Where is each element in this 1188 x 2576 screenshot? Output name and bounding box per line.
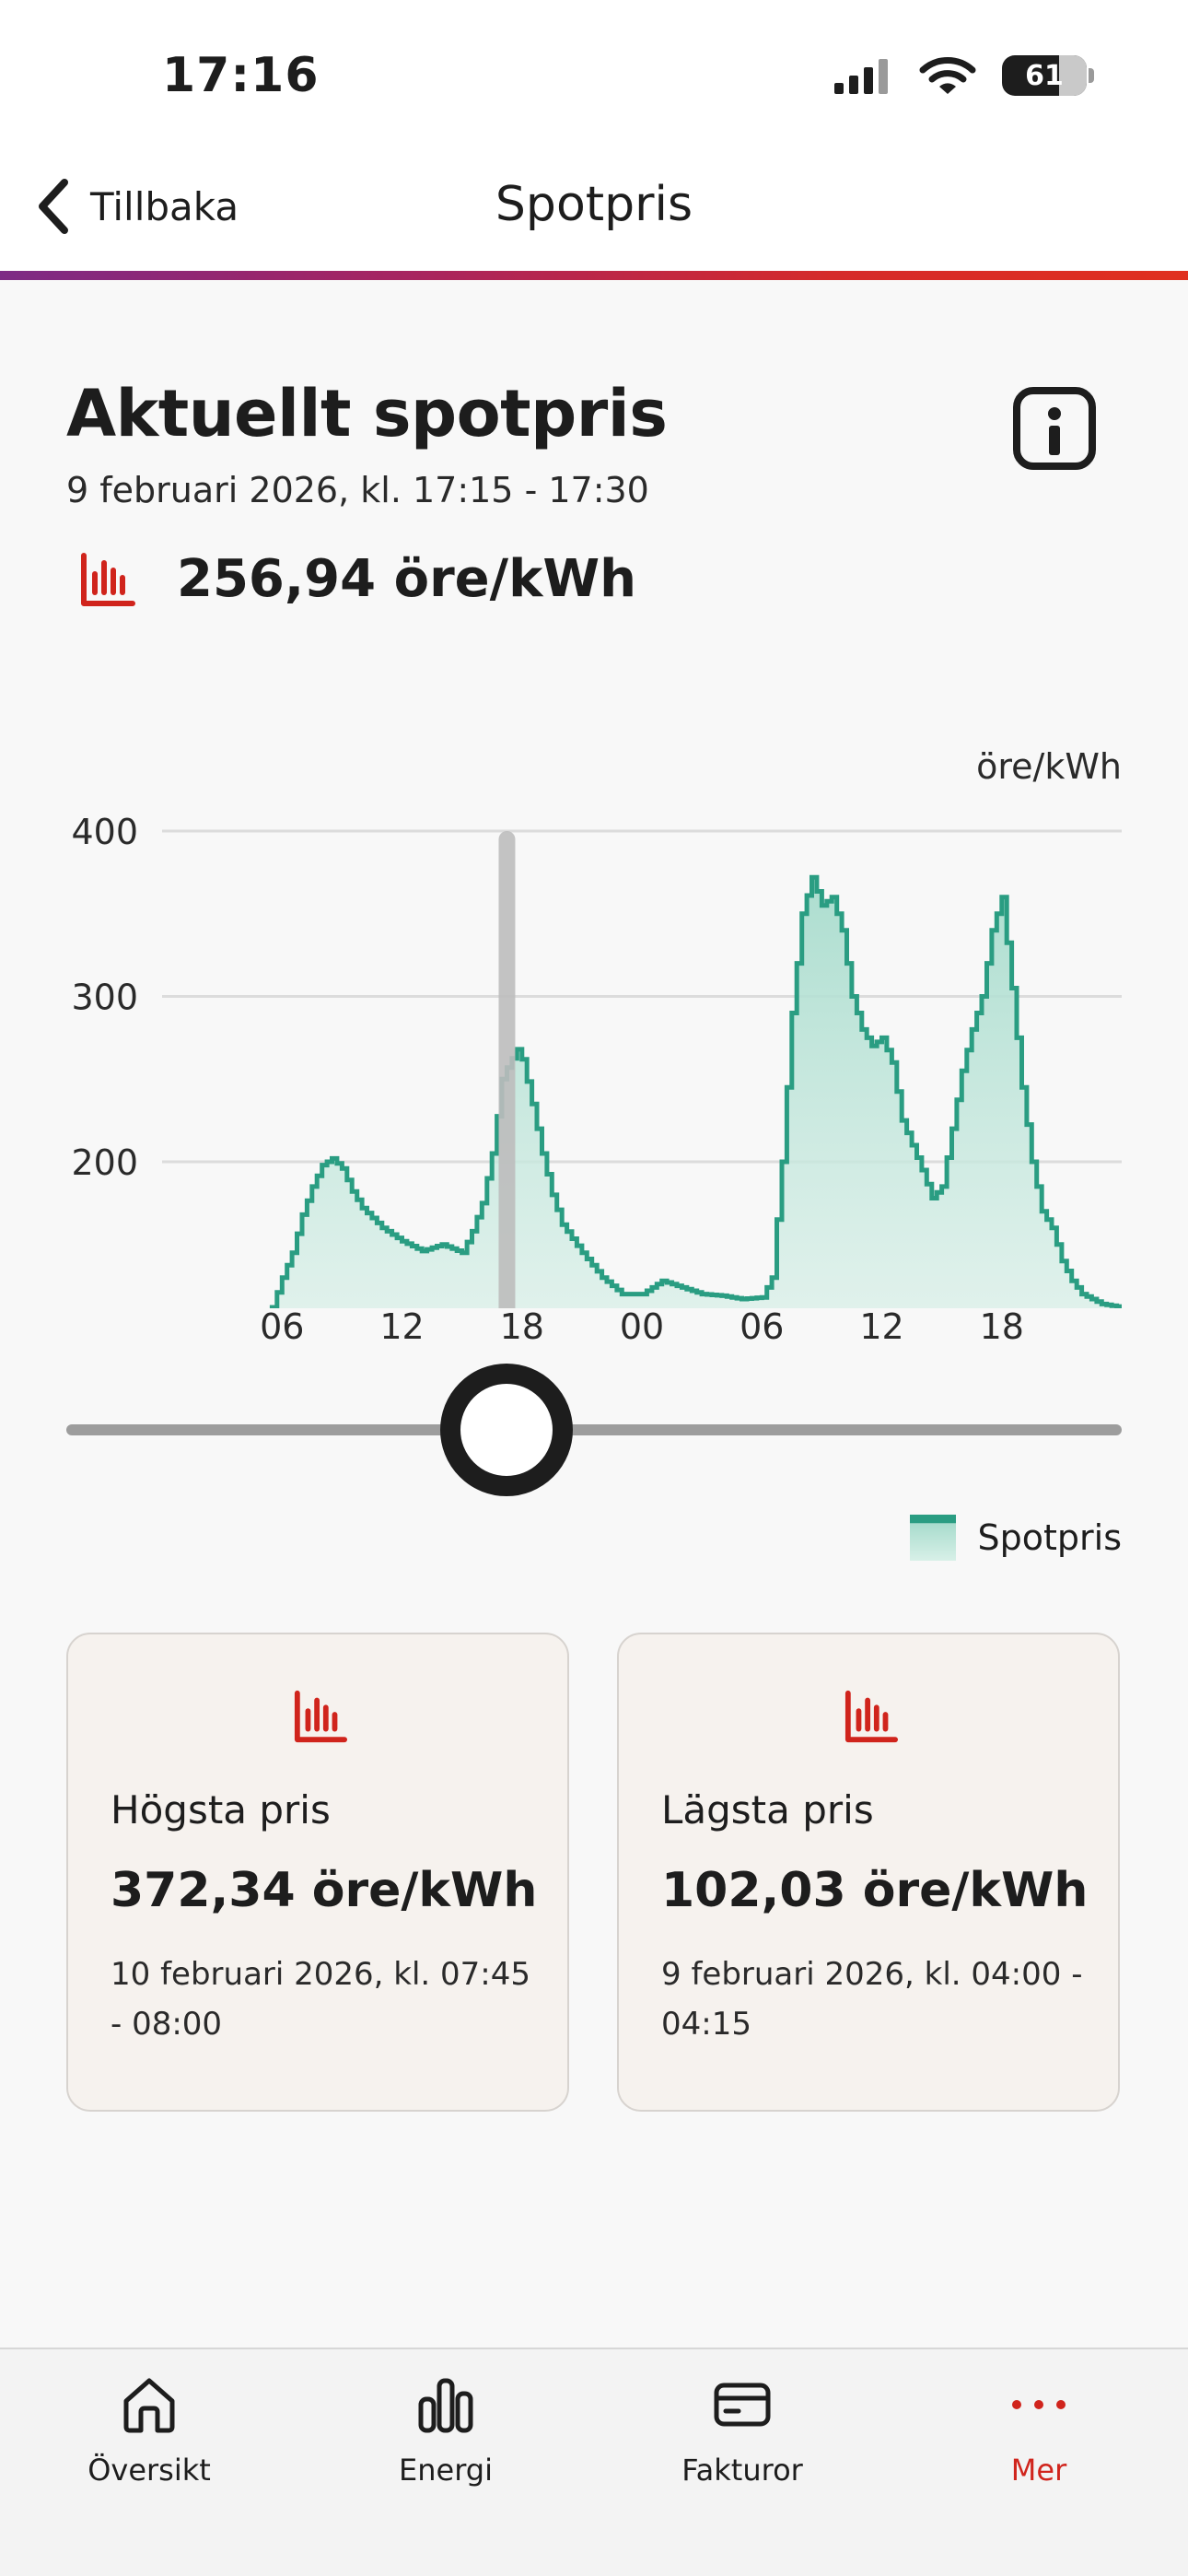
card-label: Lägsta pris (661, 1787, 874, 1832)
more-dots-icon (1012, 2400, 1066, 2409)
tab-energi[interactable]: Energi (335, 2370, 556, 2508)
lowest-price-card: Lägsta pris 102,03 öre/kWh 9 februari 20… (617, 1633, 1120, 2112)
y-tick-label: 400 (71, 812, 138, 852)
tab-label: Energi (399, 2453, 493, 2488)
tab-mer[interactable]: Mer (928, 2370, 1149, 2508)
battery-indicator: 61 (1002, 55, 1094, 96)
x-tick-label: 12 (859, 1306, 904, 1347)
x-tick-label: 18 (499, 1306, 544, 1347)
time-slider-track[interactable] (66, 1424, 1122, 1435)
nav-header: Tillbaka Spotpris (0, 157, 1188, 271)
legend-swatch (909, 1515, 956, 1561)
current-price-value: 256,94 öre/kWh (177, 549, 636, 609)
card-date: 9 februari 2026, kl. 04:00 - 04:15 (661, 1956, 1083, 2043)
current-period: 9 februari 2026, kl. 17:15 - 17:30 (66, 470, 649, 510)
bar-chart-icon (294, 1690, 348, 1743)
legend-label: Spotpris (977, 1517, 1123, 1558)
info-icon (1048, 407, 1061, 420)
bar-chart-icon (418, 2378, 473, 2433)
chart-unit-label: öre/kWh (976, 746, 1122, 787)
time-slider-handle[interactable] (440, 1364, 574, 1496)
y-tick-label: 200 (71, 1142, 138, 1183)
x-tick-label: 00 (619, 1306, 665, 1347)
x-tick-label: 06 (740, 1306, 785, 1347)
chevron-left-icon (39, 179, 68, 234)
tab-fakturor[interactable]: Fakturor (632, 2370, 853, 2508)
card-value: 372,34 öre/kWh (111, 1863, 538, 1918)
series-area-fill (272, 877, 1122, 1308)
tab-label: Fakturor (681, 2453, 803, 2488)
tab-label: Mer (1010, 2453, 1067, 2488)
bar-chart-icon (844, 1690, 899, 1743)
x-tick-label: 18 (979, 1306, 1024, 1347)
tab-oversikt[interactable]: Översikt (39, 2370, 260, 2508)
back-label: Tillbaka (90, 183, 239, 229)
y-tick-label: 100 (71, 1308, 138, 1309)
home-icon (123, 2378, 175, 2433)
status-bar: 17:16 61 (0, 0, 1188, 157)
x-tick-label: 12 (379, 1306, 425, 1347)
current-price-row: 256,94 öre/kWh (79, 549, 636, 609)
tab-bar: Översikt Energi Fakturor (0, 2348, 1188, 2576)
x-tick-label: 06 (260, 1306, 305, 1347)
y-tick-label: 300 (71, 978, 138, 1018)
chart-legend: Spotpris (909, 1515, 1123, 1561)
status-time: 17:16 (162, 48, 320, 103)
x-axis-labels: 06 12 18 00 06 12 18 (0, 1306, 1188, 1362)
header-gradient-divider (0, 271, 1188, 280)
time-cursor (498, 831, 516, 1308)
wifi-icon (919, 57, 976, 94)
series-line-spotpris (269, 874, 1122, 1308)
page-header-title: Spotpris (495, 177, 693, 232)
status-icons: 61 (833, 55, 1094, 96)
highest-price-card: Högsta pris 372,34 öre/kWh 10 februari 2… (66, 1633, 569, 2112)
card-value: 102,03 öre/kWh (661, 1863, 1089, 1918)
page-title: Aktuellt spotpris (66, 376, 668, 451)
spotpris-chart[interactable]: 0100200300400 (0, 0, 1188, 1308)
tab-label: Översikt (87, 2453, 211, 2488)
credit-card-icon (714, 2383, 771, 2427)
card-label: Högsta pris (111, 1787, 331, 1832)
info-button[interactable] (1013, 387, 1096, 470)
price-chart-icon (81, 552, 135, 606)
signal-icon (834, 59, 888, 94)
back-button[interactable]: Tillbaka (33, 177, 239, 236)
battery-level: 61 (1025, 59, 1064, 92)
card-date: 10 februari 2026, kl. 07:45 - 08:00 (111, 1956, 531, 2043)
